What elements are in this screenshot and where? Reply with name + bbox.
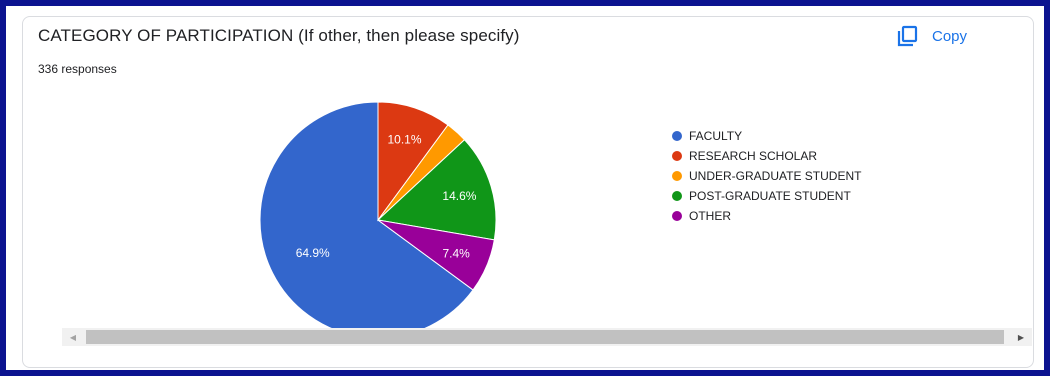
question-card: [22, 16, 1034, 368]
pie-label-research-scholar: 10.1%: [387, 132, 421, 146]
response-count: 336 responses: [38, 62, 117, 76]
scrollbar-thumb[interactable]: [86, 330, 1004, 344]
legend-item-post-graduate-student[interactable]: POST-GRADUATE STUDENT: [672, 186, 861, 206]
legend-label: OTHER: [689, 209, 731, 223]
legend-item-research-scholar[interactable]: RESEARCH SCHOLAR: [672, 146, 861, 166]
scroll-right-arrow-icon[interactable]: ▶: [1017, 332, 1025, 342]
copy-button[interactable]: Copy: [896, 20, 967, 52]
legend-item-other[interactable]: OTHER: [672, 206, 861, 226]
legend-dot: [672, 131, 682, 141]
legend-dot: [672, 211, 682, 221]
question-title: CATEGORY OF PARTICIPATION (If other, the…: [38, 26, 520, 45]
scroll-left-arrow-icon[interactable]: ◀: [69, 332, 77, 342]
pie-slice-other[interactable]: [377, 219, 495, 291]
pie-label-faculty: 64.9%: [296, 246, 330, 260]
legend-label: UNDER-GRADUATE STUDENT: [689, 169, 862, 183]
legend-item-under-graduate-student[interactable]: UNDER-GRADUATE STUDENT: [672, 166, 861, 186]
pie-slice-post-graduate-student[interactable]: [376, 139, 497, 241]
pie-slice-research-scholar[interactable]: [377, 101, 449, 222]
copy-button-label: Copy: [932, 27, 968, 45]
pie-label-other: 7.4%: [443, 246, 471, 260]
chart-legend: FACULTY RESEARCH SCHOLAR UNDER-GRADUATE ST…: [672, 126, 861, 226]
legend-dot: [672, 171, 682, 181]
copy-icon: [897, 25, 918, 47]
legend-label: POST-GRADUATE STUDENT: [689, 189, 851, 203]
pie-label-post-graduate-student: 14.6%: [442, 189, 476, 203]
legend-dot: [672, 151, 682, 161]
legend-item-faculty[interactable]: FACULTY: [672, 126, 861, 146]
horizontal-scrollbar[interactable]: ◀ ▶: [62, 328, 1032, 346]
legend-dot: [672, 191, 682, 201]
legend-label: FACULTY: [689, 129, 743, 143]
legend-label: RESEARCH SCHOLAR: [689, 149, 818, 163]
